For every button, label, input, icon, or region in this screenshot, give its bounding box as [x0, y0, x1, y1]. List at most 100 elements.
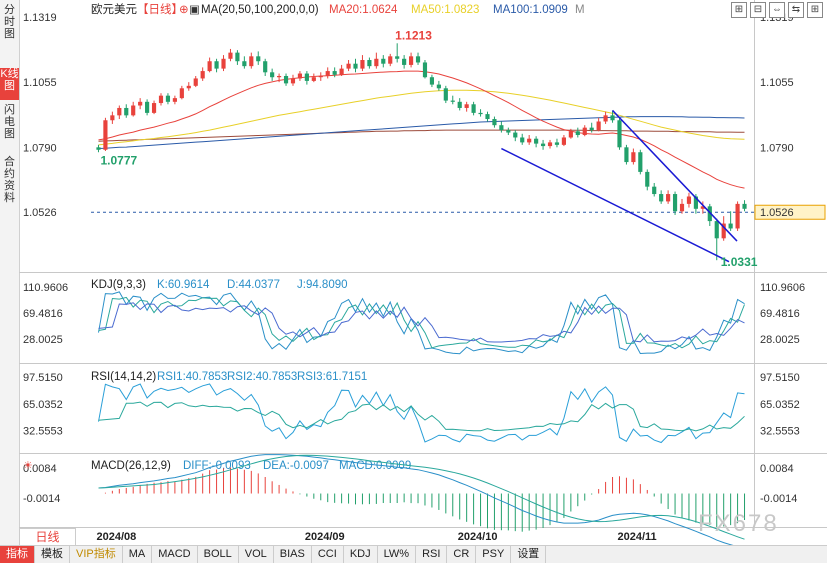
candle-body [214, 61, 219, 69]
candle-body [270, 72, 275, 78]
rsi-label-2: RSI2:40.7853 [227, 371, 297, 383]
macd-label-2: DEA:-0.0097 [263, 460, 329, 472]
toolbar: ⊞ ⊟ ⇔ ⇆ ⊞ [731, 2, 823, 18]
candle-body [728, 223, 733, 229]
candle-body [666, 194, 671, 202]
indicator-tab-ma[interactable]: MA [123, 546, 153, 563]
kdj-tick-left-2: 28.0025 [23, 334, 63, 346]
candle-body [242, 61, 247, 67]
macd-tick-left-1: -0.0014 [23, 493, 60, 505]
candlestick-chart[interactable]: 1.1319 1.1319 1.1055 1.1055 1.0790 1.0790 1.05… [19, 0, 827, 545]
candle-body [568, 131, 573, 138]
candle-body [679, 203, 685, 212]
ma200-line [98, 129, 745, 142]
candle-body [297, 73, 303, 79]
header-text-3: ▣ [189, 4, 200, 16]
header-text-4: MA(20,50,100,200,0,0) [201, 4, 319, 16]
indicator-tab-vol[interactable]: VOL [239, 546, 274, 563]
header-text-0: 欧元美元 [91, 2, 137, 16]
indicator-tab-bar: 指标 模板 VIP指标 MA MACD BOLL VOL BIAS CCI KDJ LW% RSI CR… [0, 545, 827, 563]
candle-body [735, 203, 740, 229]
kdj-series-1 [98, 296, 745, 349]
indicator-tab-rsi[interactable]: RSI [416, 546, 448, 563]
x-tick-3: 2024/11 [617, 531, 656, 543]
indicator-tab-macd[interactable]: MACD [152, 546, 198, 563]
candle-body [179, 88, 184, 99]
candle-body [172, 98, 177, 102]
sidebar-tab-2[interactable]: 闪电图 [4, 104, 15, 140]
candle-body [672, 194, 678, 212]
candle-body [96, 147, 101, 150]
chart-area[interactable]: 1.1319 1.1319 1.1055 1.1055 1.0790 1.0790 1.05… [19, 0, 827, 545]
candle-body [360, 60, 365, 69]
x-tick-1: 2024/09 [305, 531, 345, 543]
sidebar-tab-1[interactable]: K线图 [0, 68, 19, 100]
candle-body [332, 71, 337, 75]
indicator-tab-cci[interactable]: CCI [312, 546, 344, 563]
period-button[interactable]: 日线 [19, 528, 76, 546]
price-tick-left-3: 1.0526 [23, 207, 57, 219]
header-text-7: MA100:1.0909 [493, 4, 568, 16]
candle-body [346, 63, 351, 69]
indicator-tab-cr[interactable]: CR [447, 546, 477, 563]
candle-body [158, 95, 164, 104]
toolbar-icon-4[interactable]: ⊞ [807, 2, 823, 18]
candle-body [408, 56, 414, 65]
toolbar-icon-2[interactable]: ⇔ [769, 2, 785, 18]
candle-body [263, 61, 268, 73]
candle-body [561, 137, 566, 145]
toolbar-icon-0[interactable]: ⊞ [731, 2, 747, 18]
candle-body [575, 131, 580, 136]
candle-body [686, 196, 692, 204]
macd-tick-left-0: 0.0084 [23, 463, 57, 475]
kdj-label-0: KDJ(9,3,3) [91, 279, 146, 291]
sidebar-tab-3[interactable]: 合约资料 [4, 156, 15, 204]
watermark: FX678 [698, 510, 779, 537]
toolbar-icon-3[interactable]: ⇆ [788, 2, 804, 18]
candle-body [117, 107, 122, 116]
indicator-tab-[interactable]: 设置 [511, 546, 547, 563]
kdj-label-3: J:94.8090 [297, 279, 348, 291]
header-text-2: ⊕ [179, 4, 189, 16]
kdj-series-2 [98, 302, 745, 343]
candle-body [513, 132, 518, 138]
price-tick-left-2: 1.0790 [23, 142, 57, 154]
candle-body [318, 75, 323, 78]
toolbar-icon-1[interactable]: ⊟ [750, 2, 766, 18]
trendline-upper [611, 109, 738, 242]
rsi-tick-right-1: 65.0352 [760, 399, 800, 411]
candle-body [221, 58, 226, 69]
indicator-tab-boll[interactable]: BOLL [198, 546, 239, 563]
price-tick-right-2: 1.0790 [760, 142, 794, 154]
header-text-5: MA20:1.0624 [329, 4, 398, 16]
kdj-label-1: K:60.9614 [157, 279, 210, 291]
candle-body [589, 127, 594, 131]
candle-body [721, 223, 726, 239]
indicator-tab-vip[interactable]: VIP指标 [70, 546, 123, 563]
indicator-tab-bias[interactable]: BIAS [274, 546, 312, 563]
rsi-tick-left-0: 97.5150 [23, 372, 63, 384]
candle-body [443, 88, 448, 101]
kdj-tick-right-0: 110.9606 [760, 282, 805, 294]
kdj-tick-right-1: 69.4816 [760, 308, 800, 320]
indicator-tab-lw[interactable]: LW% [378, 546, 417, 563]
kdj-tick-left-0: 110.9606 [23, 282, 68, 294]
rsi-series-0 [98, 383, 745, 444]
trendline-lower [501, 147, 730, 263]
candle-body [339, 68, 344, 75]
indicator-tab-[interactable]: 模板 [35, 546, 70, 563]
indicator-tab-psy[interactable]: PSY [476, 546, 512, 563]
candle-body [554, 142, 560, 145]
candle-body [145, 101, 150, 113]
candle-body [603, 115, 608, 122]
sidebar: 分时图 K线图闪电图合约资料 [0, 0, 20, 545]
candle-body [492, 119, 497, 126]
macd-label-0: MACD(26,12,9) [91, 460, 171, 472]
candle-body [520, 137, 525, 143]
indicator-tab-[interactable]: 指标 [0, 546, 35, 563]
candle-body [471, 104, 476, 113]
ma20-line [98, 70, 745, 189]
candle-body [353, 63, 358, 69]
sidebar-tab-0[interactable]: 分时图 [4, 4, 15, 40]
indicator-tab-kdj[interactable]: KDJ [344, 546, 378, 563]
